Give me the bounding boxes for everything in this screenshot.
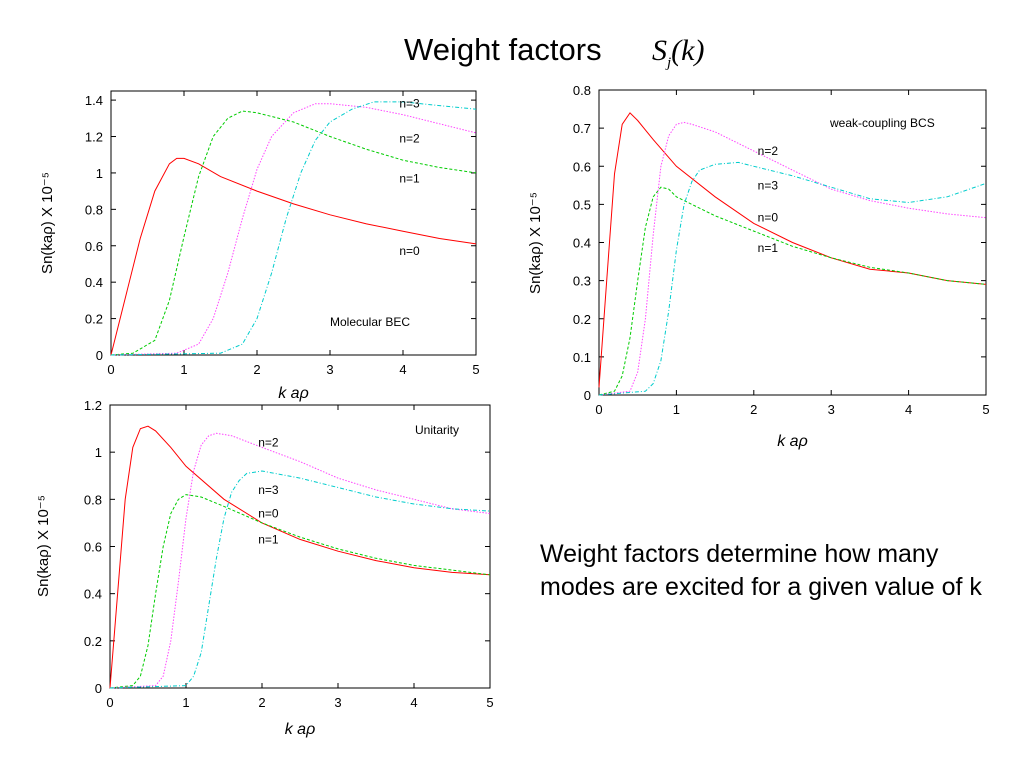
curve-label: n=2 [258,436,279,450]
y-tick-label: 0 [96,348,103,363]
curve-label: n=0 [399,244,420,258]
description-text: Weight factors determine how many modes … [540,540,982,601]
chart-3: 0 1 2 3 4 5 0 0.2 0.4 0.6 0.8 1 1.2 n=2 n=3 n=0 n=1 Unita… [35,398,494,738]
formula-subscript: j [667,55,672,71]
curve-label: n=0 [758,211,779,225]
x-tick-label: 5 [982,402,989,417]
series-line-n0 [110,157,477,356]
title-text: Weight factors [404,32,602,67]
y-tick-label: 0.6 [573,159,591,174]
x-tick-label: 3 [326,362,333,377]
series-line-n3 [109,470,491,689]
title-formula: Sj(k) [652,34,704,72]
y-tick-label: 1 [96,166,103,181]
x-tick-label: 2 [253,362,260,377]
y-tick-label: 0.4 [573,236,591,251]
series-line-n1 [598,186,987,396]
x-tick-label: 3 [334,695,341,710]
x-tick-label: 4 [410,695,417,710]
y-tick-label: 0.4 [84,587,102,602]
x-tick-label: 2 [750,402,757,417]
x-tick-label: 1 [182,695,189,710]
y-tick-label: 0.8 [573,83,591,98]
x-tick-label: 2 [258,695,265,710]
y-tick-label: 0.1 [573,350,591,365]
chart-1: 0 1 2 3 4 5 0 0.2 0.4 0.6 0.8 1 1.2 1.4 n=3 n=2 n=1 n=0 Mo… [39,90,480,402]
formula-argument: (k) [671,34,705,67]
x-tick-label: 0 [107,362,114,377]
formula-symbol: S [652,34,667,67]
series-line-n3 [110,101,477,356]
curve-label: n=0 [258,506,279,520]
series-line-n2 [110,103,477,356]
series-line-n1 [110,110,477,356]
y-tick-label: 1.4 [85,93,103,108]
curve-label: n=2 [399,131,420,145]
y-tick-label: 1.2 [84,398,102,413]
y-tick-label: 0.8 [84,492,102,507]
curve-label: n=2 [758,144,779,158]
series-line-n0 [598,112,987,388]
chart-annotation: Unitarity [415,423,459,437]
x-axis-label: k aρ [777,433,808,450]
y-tick-label: 0.2 [85,312,103,327]
y-tick-label: 0.8 [85,202,103,217]
y-tick-label: 0.2 [84,634,102,649]
y-tick-label: 0 [584,388,591,403]
curve-label: n=3 [258,483,279,497]
x-tick-label: 5 [472,362,479,377]
y-tick-label: 1 [95,445,102,460]
y-axis-label: Sn(kaρ) X 10⁻⁵ [35,495,52,597]
chart-2: 0 1 2 3 4 5 0 0.1 0.2 0.3 0.4 0.5 0.6 0.7 0.8 n=2 n=3 n=0… [527,83,990,450]
y-tick-label: 0.4 [85,275,103,290]
series-line-n1 [109,494,491,689]
curve-label: n=3 [758,178,779,192]
chart-annotation: Molecular BEC [330,315,410,329]
plot-frame [109,404,491,689]
curve-label: n=1 [258,532,279,546]
y-tick-label: 1.2 [85,130,103,145]
y-tick-label: 0.2 [573,312,591,327]
curve-label: n=3 [399,97,420,111]
x-tick-label: 4 [905,402,912,417]
x-tick-label: 5 [486,695,493,710]
x-tick-label: 4 [399,362,406,377]
series-line-n3 [598,161,987,396]
y-tick-label: 0.3 [573,274,591,289]
series-line-n2 [109,432,491,689]
x-axis-label: k aρ [278,385,309,402]
curve-label: n=1 [758,241,779,255]
plot-frame [110,90,477,356]
x-tick-label: 0 [595,402,602,417]
x-tick-label: 1 [180,362,187,377]
y-tick-label: 0 [95,681,102,696]
y-axis-label: Sn(kaρ) X 10⁻⁵ [527,192,544,294]
x-tick-label: 0 [106,695,113,710]
curve-label: n=1 [399,171,420,185]
x-tick-label: 1 [673,402,680,417]
series-line-n2 [598,121,987,396]
y-tick-label: 0.7 [573,121,591,136]
x-tick-label: 3 [828,402,835,417]
y-tick-label: 0.6 [84,540,102,555]
page-title: Weight factors Sj(k) [0,32,1024,76]
y-tick-label: 0.5 [573,197,591,212]
y-tick-label: 0.6 [85,239,103,254]
x-axis-label: k aρ [285,721,316,738]
chart-annotation: weak-coupling BCS [829,116,935,130]
series-line-n0 [109,425,491,689]
y-axis-label: Sn(kaρ) X 10⁻⁵ [39,172,56,274]
